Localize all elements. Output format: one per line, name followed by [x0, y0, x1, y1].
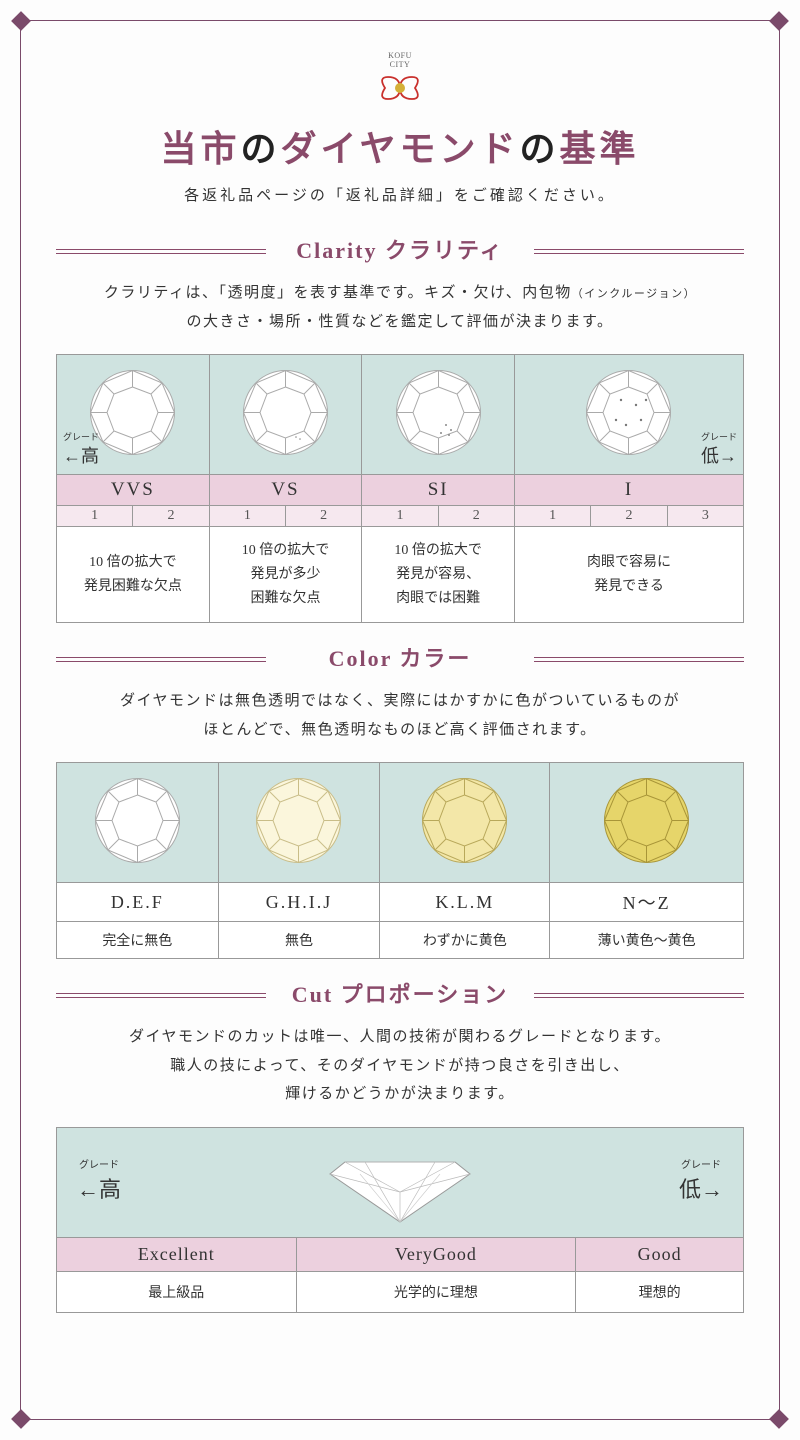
diamond-top-icon [391, 365, 486, 460]
clarity-sub: 1 [209, 506, 285, 527]
clarity-sub: 3 [667, 506, 743, 527]
diamond-top-icon [417, 773, 512, 868]
cut-grade: VeryGood [296, 1237, 576, 1271]
diamond-side-icon [315, 1132, 485, 1227]
clarity-sub: 2 [438, 506, 514, 527]
clarity-diamond-si [362, 355, 515, 475]
diamond-top-icon [581, 365, 676, 460]
clarity-desc-cell: 10 倍の拡大で発見が多少困難な欠点 [209, 527, 362, 623]
clarity-sub: 2 [133, 506, 209, 527]
clarity-grade: SI [362, 475, 515, 506]
color-grade: G.H.I.J [218, 883, 380, 922]
logo-knot-icon [370, 69, 430, 107]
clarity-diamond-vvs: グレード ←高 [57, 355, 210, 475]
color-desc-cell: 薄い黄色～黄色 [550, 922, 744, 959]
color-table: D.E.F G.H.I.J K.L.M N～Z 完全に無色 無色 わずかに黄色 … [56, 762, 744, 959]
cut-grade: Good [576, 1237, 744, 1271]
cut-desc-cell: 最上級品 [57, 1271, 297, 1312]
diamond-top-icon [90, 773, 185, 868]
color-desc-cell: 無色 [218, 922, 380, 959]
clarity-header: Clarity クラリティ [56, 233, 744, 265]
color-desc-cell: わずかに黄色 [380, 922, 550, 959]
corner-ornament [11, 1409, 31, 1429]
cut-description: ダイヤモンドのカットは唯一、人間の技術が関わるグレードとなります。 職人の技によ… [56, 1023, 744, 1109]
color-desc-cell: 完全に無色 [57, 922, 219, 959]
grade-low-label: グレード 低→ [679, 1160, 723, 1204]
cut-desc-cell: 理想的 [576, 1271, 744, 1312]
diamond-top-icon [599, 773, 694, 868]
cut-header: Cut プロポーション [56, 977, 744, 1009]
grade-low-label: グレード 低→ [701, 433, 737, 468]
clarity-sub: 2 [591, 506, 667, 527]
clarity-sub: 2 [285, 506, 361, 527]
corner-ornament [11, 11, 31, 31]
cut-grade: Excellent [57, 1237, 297, 1271]
page-title: 当市のダイヤモンドの基準 [56, 120, 744, 172]
diamond-top-icon [85, 365, 180, 460]
logo-text-1: KOFU [370, 51, 430, 60]
color-grade: K.L.M [380, 883, 550, 922]
clarity-desc-cell: 10 倍の拡大で発見困難な欠点 [57, 527, 210, 623]
clarity-diamond-vs [209, 355, 362, 475]
grade-high-label: グレード ←高 [63, 433, 99, 468]
clarity-desc-cell: 10 倍の拡大で発見が容易、肉眼では困難 [362, 527, 515, 623]
clarity-sub: 1 [362, 506, 438, 527]
cut-desc-cell: 光学的に理想 [296, 1271, 576, 1312]
clarity-diamond-i: グレード 低→ [514, 355, 743, 475]
clarity-grade: VVS [57, 475, 210, 506]
diamond-top-icon [251, 773, 346, 868]
corner-ornament [769, 1409, 789, 1429]
cut-diamond-cell: グレード ←高 グレード 低→ [57, 1127, 744, 1237]
clarity-grade: VS [209, 475, 362, 506]
color-grade: N～Z [550, 883, 744, 922]
color-header: Color カラー [56, 641, 744, 673]
grade-high-label: グレード ←高 [77, 1160, 121, 1204]
page-subtitle: 各返礼品ページの「返礼品詳細」をご確認ください。 [56, 184, 744, 205]
color-description: ダイヤモンドは無色透明ではなく、実際にはかすかに色がついているものが ほとんどで… [56, 687, 744, 744]
clarity-sub: 1 [57, 506, 133, 527]
color-grade: D.E.F [57, 883, 219, 922]
clarity-description: クラリティは、「透明度」を表す基準です。キズ・欠け、内包物（インクルージョン） … [56, 279, 744, 336]
color-diamond-def [57, 763, 219, 883]
color-diamond-nz [550, 763, 744, 883]
color-diamond-ghij [218, 763, 380, 883]
clarity-grade: I [514, 475, 743, 506]
decorative-frame: KOFU CITY 当市のダイヤモンドの基準 各返礼品ページの「返礼品詳細」をご… [20, 20, 780, 1420]
clarity-sub: 1 [514, 506, 590, 527]
kofu-logo: KOFU CITY [56, 51, 744, 112]
clarity-table: グレード ←高 グレード 低→ VVS VS SI I 1 2 [56, 354, 744, 623]
corner-ornament [769, 11, 789, 31]
cut-table: グレード ←高 グレード 低→ [56, 1127, 744, 1313]
diamond-top-icon [238, 365, 333, 460]
clarity-desc-cell: 肉眼で容易に発見できる [514, 527, 743, 623]
logo-text-2: CITY [370, 60, 430, 69]
color-diamond-klm [380, 763, 550, 883]
